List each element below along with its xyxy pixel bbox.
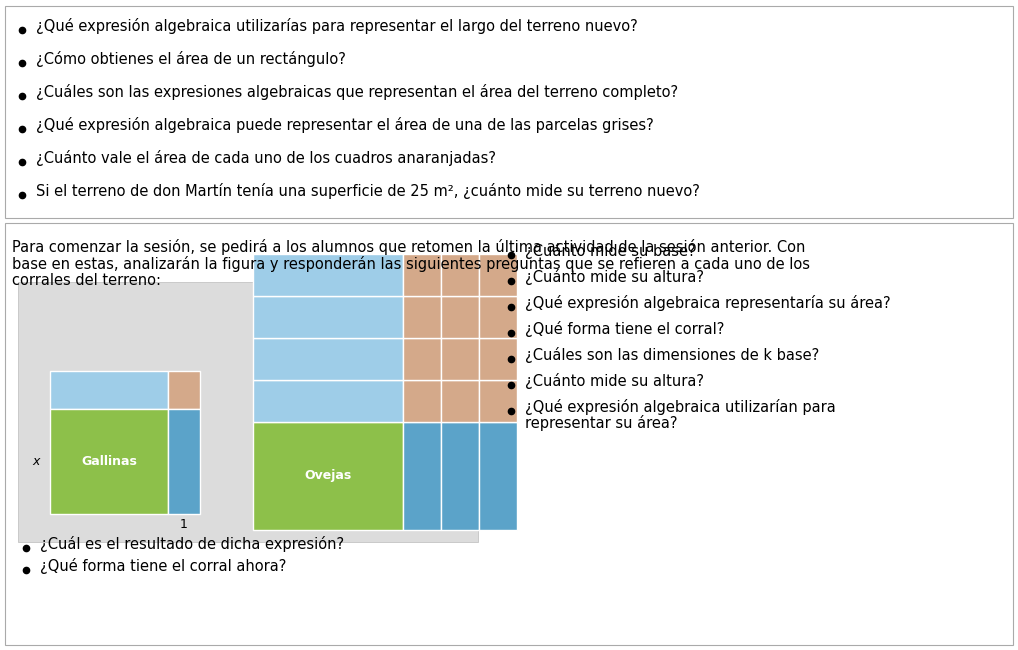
Bar: [168, 409, 200, 514]
Bar: [253, 254, 403, 296]
Bar: [441, 338, 479, 380]
Bar: [5, 223, 1013, 645]
Bar: [441, 422, 479, 530]
Bar: [50, 371, 168, 409]
Text: representar su área?: representar su área?: [525, 415, 678, 431]
Bar: [403, 296, 441, 338]
Text: 1: 1: [180, 517, 188, 530]
Text: ¿Qué expresión algebraica puede representar el área de una de las parcelas grise: ¿Qué expresión algebraica puede represen…: [36, 117, 654, 133]
Bar: [479, 422, 517, 530]
Text: ¿Cuánto vale el área de cada uno de los cuadros anaranjadas?: ¿Cuánto vale el área de cada uno de los …: [36, 150, 496, 166]
Text: ¿Qué forma tiene el corral ahora?: ¿Qué forma tiene el corral ahora?: [40, 558, 286, 574]
Bar: [168, 371, 200, 409]
Text: corrales del terreno:: corrales del terreno:: [12, 273, 161, 288]
Bar: [479, 254, 517, 296]
Bar: [441, 380, 479, 422]
Bar: [479, 338, 517, 380]
Bar: [479, 296, 517, 338]
Bar: [403, 380, 441, 422]
Text: ¿Cuánto mide su base?: ¿Cuánto mide su base?: [525, 243, 695, 259]
Text: ¿Cuáles son las expresiones algebraicas que representan el área del terreno comp: ¿Cuáles son las expresiones algebraicas …: [36, 84, 678, 100]
Text: ¿Cuál es el resultado de dicha expresión?: ¿Cuál es el resultado de dicha expresión…: [40, 536, 344, 552]
Text: Para comenzar la sesión, se pedirá a los alumnos que retomen la última actividad: Para comenzar la sesión, se pedirá a los…: [12, 239, 805, 255]
Text: ¿Cuáles son las dimensiones de k base?: ¿Cuáles son las dimensiones de k base?: [525, 347, 819, 363]
Text: base en estas, analizarán la figura y responderán las siguientes preguntas que s: base en estas, analizarán la figura y re…: [12, 256, 810, 272]
Bar: [253, 380, 403, 422]
Bar: [403, 422, 441, 530]
Text: ¿Cómo obtienes el área de un rectángulo?: ¿Cómo obtienes el área de un rectángulo?: [36, 51, 346, 67]
Bar: [253, 338, 403, 380]
Bar: [253, 296, 403, 338]
Text: ¿Cuánto mide su altura?: ¿Cuánto mide su altura?: [525, 373, 704, 389]
Text: ¿Qué expresión algebraica representaría su área?: ¿Qué expresión algebraica representaría …: [525, 295, 891, 311]
Text: ¿Qué forma tiene el corral?: ¿Qué forma tiene el corral?: [525, 321, 725, 337]
Bar: [50, 409, 168, 514]
Text: Si el terreno de don Martín tenía una superficie de 25 m², ¿cuánto mide su terre: Si el terreno de don Martín tenía una su…: [36, 183, 700, 199]
Text: ¿Cuánto mide su altura?: ¿Cuánto mide su altura?: [525, 269, 704, 285]
Text: Gallinas: Gallinas: [81, 455, 137, 468]
Bar: [403, 254, 441, 296]
Text: Ovejas: Ovejas: [304, 469, 351, 482]
Text: ¿Qué expresión algebraica utilizarían para: ¿Qué expresión algebraica utilizarían pa…: [525, 399, 836, 415]
Bar: [403, 338, 441, 380]
Bar: [5, 6, 1013, 218]
Bar: [18, 282, 478, 542]
Bar: [253, 422, 403, 530]
Text: ¿Qué expresión algebraica utilizarías para representar el largo del terreno nuev: ¿Qué expresión algebraica utilizarías pa…: [36, 18, 637, 34]
Bar: [441, 296, 479, 338]
Text: x: x: [33, 455, 40, 468]
Bar: [479, 380, 517, 422]
Bar: [441, 254, 479, 296]
